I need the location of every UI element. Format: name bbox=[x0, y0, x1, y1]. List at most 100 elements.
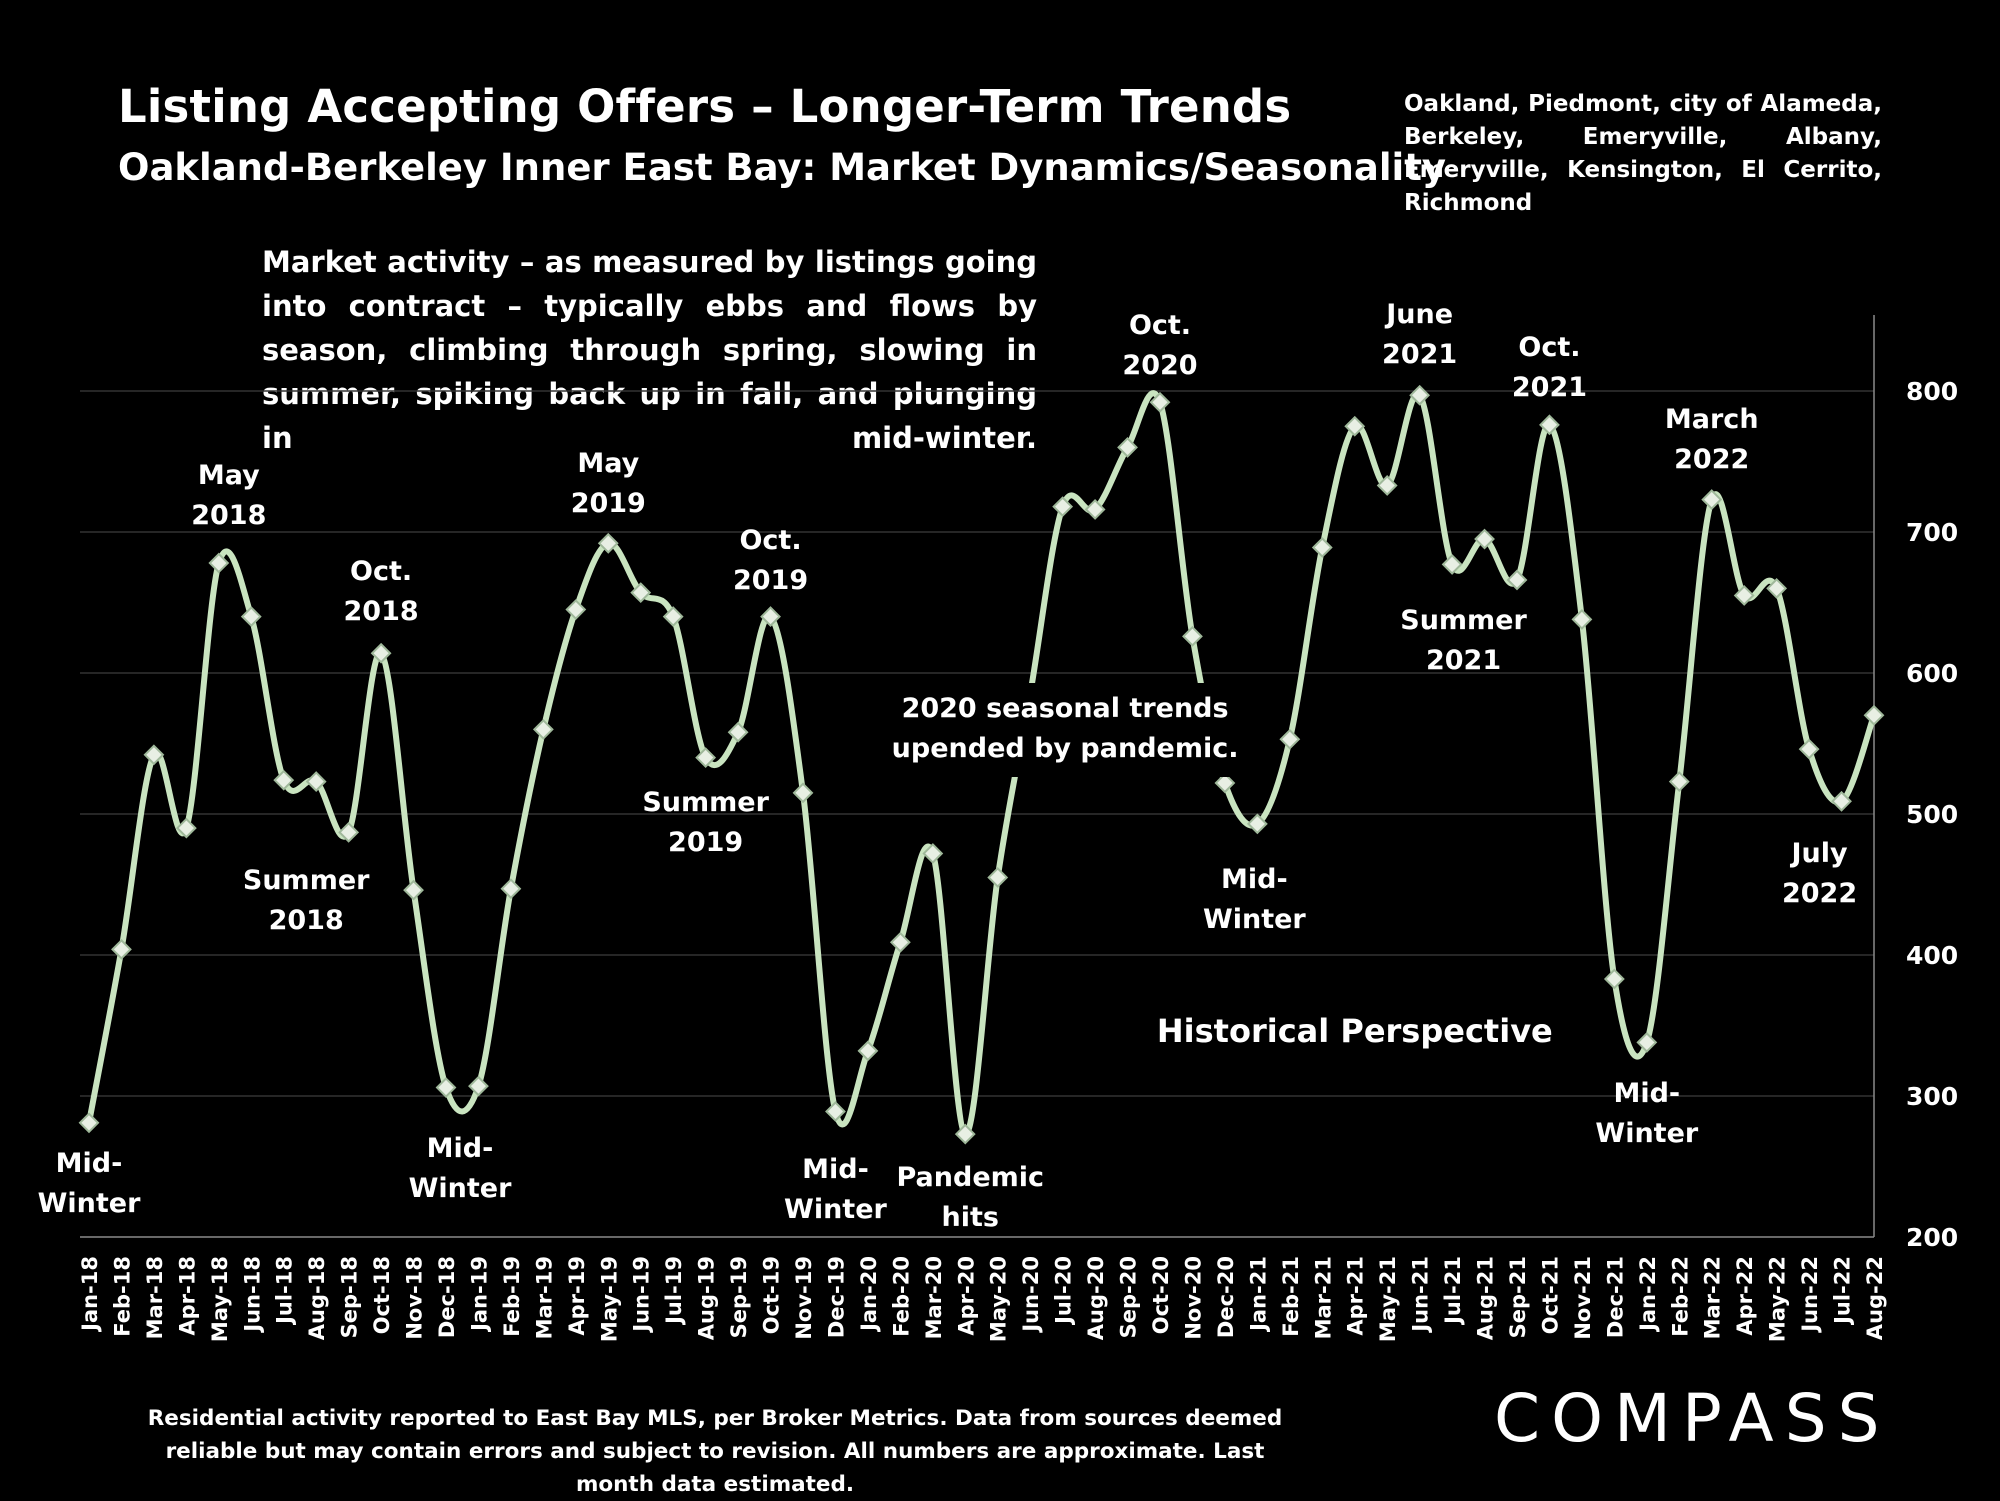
data-point bbox=[695, 747, 717, 769]
data-point bbox=[889, 931, 911, 953]
data-point bbox=[370, 642, 392, 664]
data-point bbox=[825, 1101, 846, 1122]
data-point bbox=[922, 843, 944, 864]
data-point bbox=[143, 744, 165, 766]
region-list: Oakland, Piedmont, city of Alameda, Berk… bbox=[1404, 91, 1882, 216]
annotation-label: Pandemic hits bbox=[896, 1162, 1044, 1233]
annotation-label: 2020 seasonal trends upended by pandemic. bbox=[892, 693, 1239, 764]
data-point bbox=[1539, 414, 1560, 436]
data-point bbox=[175, 817, 197, 839]
x-tick-label: Jan-18 bbox=[78, 1256, 102, 1333]
x-tick-label: Jun-21 bbox=[1409, 1256, 1433, 1334]
data-point bbox=[273, 769, 295, 791]
data-point bbox=[1571, 609, 1593, 630]
axes bbox=[80, 315, 1875, 1238]
y-tick-label: 300 bbox=[1906, 1082, 1958, 1111]
annotation-label: May 2019 bbox=[571, 448, 646, 519]
x-tick-label: Apr-21 bbox=[1344, 1256, 1368, 1336]
x-tick-label: Jan-22 bbox=[1636, 1256, 1660, 1333]
x-tick-label: Dec-20 bbox=[1214, 1256, 1238, 1338]
data-point bbox=[1603, 968, 1625, 990]
x-tick-label: Aug-21 bbox=[1474, 1256, 1498, 1340]
data-point bbox=[500, 878, 522, 900]
x-tick-label: Feb-22 bbox=[1668, 1256, 1692, 1337]
x-tick-label: Jan-21 bbox=[1246, 1256, 1270, 1333]
x-tick-label: Oct-19 bbox=[760, 1256, 784, 1334]
x-tick-labels: Jan-18 Feb-18 Mar-18 Apr-18 May-18 Jun-18 Jul-… bbox=[78, 1256, 1887, 1342]
x-tick-label: May-22 bbox=[1766, 1256, 1790, 1342]
annotation-label: June 2021 bbox=[1382, 299, 1457, 370]
data-point bbox=[78, 1112, 100, 1134]
x-tick-label: Sep-18 bbox=[338, 1256, 362, 1338]
data-point bbox=[240, 606, 262, 628]
y-tick-label: 400 bbox=[1906, 941, 1958, 970]
x-tick-label: Aug-22 bbox=[1863, 1256, 1887, 1340]
data-point bbox=[630, 582, 652, 604]
annotation-background bbox=[900, 683, 1231, 777]
x-tick-label: Jan-19 bbox=[467, 1256, 491, 1333]
x-tick-label: Feb-18 bbox=[110, 1256, 134, 1337]
x-tick-label: Dec-21 bbox=[1603, 1256, 1627, 1338]
data-point bbox=[305, 771, 327, 792]
x-tick-label: May-21 bbox=[1376, 1256, 1400, 1342]
x-tick-label: Jul-18 bbox=[273, 1256, 297, 1326]
data-point bbox=[1246, 813, 1268, 835]
data-point bbox=[1766, 577, 1788, 599]
x-tick-label: Feb-21 bbox=[1279, 1256, 1303, 1337]
x-tick-label: Oct-18 bbox=[370, 1256, 394, 1334]
annotation-label: March 2022 bbox=[1665, 404, 1759, 475]
chart-title: Listing Accepting Offers – Longer-Term T… bbox=[118, 80, 1292, 133]
compass-logo: COMPASS bbox=[1494, 1380, 1891, 1457]
data-point bbox=[1668, 771, 1690, 792]
x-tick-label: Jun-18 bbox=[240, 1256, 264, 1334]
data-point bbox=[1474, 528, 1495, 550]
x-tick-label: Nov-21 bbox=[1571, 1256, 1595, 1340]
data-point bbox=[1182, 625, 1203, 647]
annotation-label: Mid-Winter bbox=[784, 1154, 887, 1225]
x-tick-label: Dec-18 bbox=[435, 1256, 459, 1338]
x-tick-label: Apr-18 bbox=[175, 1256, 199, 1336]
data-point bbox=[1279, 728, 1301, 750]
annotation-label: Oct. 2020 bbox=[1122, 310, 1197, 381]
data-point bbox=[1798, 738, 1820, 760]
data-point bbox=[403, 879, 424, 901]
x-tick-label: Aug-18 bbox=[305, 1256, 329, 1340]
x-tick-label: Nov-18 bbox=[403, 1256, 427, 1340]
x-tick-label: Jan-20 bbox=[857, 1256, 881, 1333]
x-tick-label: Apr-19 bbox=[565, 1256, 589, 1336]
x-tick-label: May-20 bbox=[987, 1256, 1011, 1342]
y-tick-label: 500 bbox=[1906, 800, 1958, 829]
x-tick-label: Jul-22 bbox=[1831, 1256, 1855, 1326]
data-point bbox=[1863, 704, 1885, 726]
annotation-label: Summer 2021 bbox=[1400, 605, 1527, 676]
annotation-label: May 2018 bbox=[191, 460, 266, 531]
x-tick-label: Sep-20 bbox=[1117, 1256, 1141, 1338]
y-tick-label: 800 bbox=[1906, 377, 1958, 406]
x-tick-label: Dec-19 bbox=[824, 1256, 848, 1338]
data-point bbox=[1149, 391, 1171, 413]
x-tick-label: Feb-19 bbox=[500, 1256, 524, 1337]
x-tick-label: Sep-19 bbox=[727, 1256, 751, 1338]
annotation-label: Historical Perspective bbox=[1157, 1012, 1553, 1050]
annotation-label: July 2022 bbox=[1782, 838, 1857, 909]
data-point bbox=[435, 1077, 457, 1098]
data-point bbox=[792, 782, 814, 804]
data-point bbox=[1084, 499, 1106, 520]
y-tick-labels: 200 300 400 500 600 700 800 bbox=[1906, 377, 1958, 1252]
data-point bbox=[954, 1123, 976, 1145]
annotation-label: Mid-Winter bbox=[1203, 864, 1306, 935]
annotation-label: Oct. 2018 bbox=[344, 556, 419, 627]
data-point bbox=[1636, 1032, 1658, 1053]
annotation-label: Summer 2018 bbox=[243, 865, 370, 936]
x-tick-label: Oct-20 bbox=[1149, 1256, 1173, 1334]
x-tick-label: Jul-20 bbox=[1052, 1256, 1076, 1326]
data-point bbox=[662, 606, 684, 628]
data-point bbox=[1344, 415, 1366, 437]
annotation-label: Oct. 2019 bbox=[733, 525, 808, 596]
data-point bbox=[468, 1075, 489, 1097]
data-point bbox=[1701, 489, 1723, 510]
x-tick-label: Nov-20 bbox=[1181, 1256, 1205, 1340]
y-tick-label: 700 bbox=[1906, 518, 1958, 547]
annotation-label: Mid-Winter bbox=[1595, 1078, 1698, 1149]
